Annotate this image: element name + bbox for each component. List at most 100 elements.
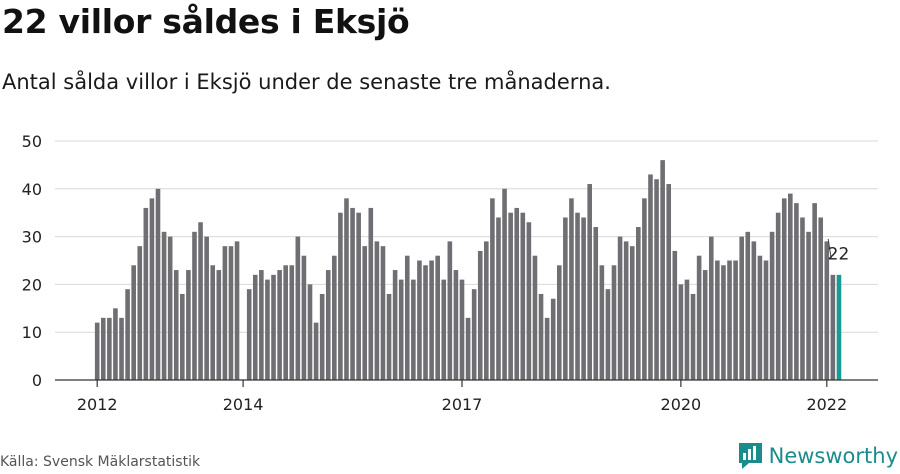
y-tick-label: 10 (22, 323, 42, 342)
bar (526, 222, 532, 380)
bar (544, 317, 550, 380)
bar (252, 274, 258, 380)
bar (477, 250, 483, 380)
bar (800, 217, 805, 380)
bar (380, 246, 386, 380)
bar (137, 246, 143, 380)
x-tick-label: 2022 (806, 395, 847, 414)
bar (806, 231, 811, 380)
bar (471, 289, 477, 380)
annotation-label: 22 (828, 245, 850, 265)
bar (94, 322, 100, 380)
bar (192, 231, 197, 380)
bar (550, 298, 556, 380)
bar (739, 236, 744, 380)
bar (532, 255, 538, 380)
bar (180, 293, 185, 380)
bar (672, 250, 678, 380)
bar (666, 184, 672, 380)
bar (623, 241, 629, 380)
bar (259, 270, 264, 380)
bar (149, 198, 155, 380)
bar (830, 274, 836, 380)
bar (125, 289, 130, 380)
bar (538, 293, 544, 380)
bar (642, 198, 647, 380)
bar (733, 260, 738, 380)
bar (702, 270, 708, 380)
bar (289, 265, 295, 380)
chart-subtitle: Antal sålda villor i Eksjö under de sena… (2, 70, 611, 94)
bar (763, 260, 769, 380)
x-axis: 2012 2014 2017 2020 2022 (55, 379, 878, 414)
bar (295, 236, 301, 380)
bars (94, 160, 842, 380)
bar (107, 317, 112, 380)
bar (417, 260, 422, 380)
bar (696, 255, 702, 380)
bar (216, 270, 222, 380)
bar (587, 184, 592, 380)
bar (781, 198, 787, 380)
bar (520, 212, 526, 380)
bar (775, 212, 781, 380)
bar (447, 241, 453, 380)
annotation: 22 (827, 238, 850, 265)
bar (484, 241, 489, 380)
bar (745, 231, 751, 380)
bar (751, 241, 757, 380)
bar (684, 279, 690, 380)
bar (465, 317, 471, 380)
bar (161, 231, 167, 380)
bar (502, 188, 507, 380)
bar (721, 265, 726, 380)
bar (155, 188, 161, 380)
bar (459, 279, 465, 380)
bar (660, 160, 665, 380)
bar (508, 212, 513, 380)
bar (228, 246, 234, 380)
bar (100, 317, 106, 380)
bar (338, 212, 343, 380)
x-tick-label: 2017 (442, 395, 483, 414)
bar (611, 265, 617, 380)
bar (496, 217, 501, 380)
bar (563, 217, 568, 380)
bar (757, 255, 763, 380)
bar (654, 179, 659, 380)
newsworthy-logo-icon (738, 443, 762, 469)
bar (648, 174, 653, 380)
bar (581, 217, 586, 380)
bar (307, 284, 313, 380)
bar (319, 293, 325, 380)
bar (769, 231, 775, 380)
bar (629, 246, 635, 380)
y-tick-label: 50 (22, 132, 42, 151)
bar (575, 212, 580, 380)
bar (301, 255, 307, 380)
bar (453, 270, 459, 380)
bar (429, 260, 434, 380)
bar (277, 270, 282, 380)
bar (794, 203, 799, 380)
y-tick-label: 20 (22, 275, 42, 294)
bar (599, 265, 605, 380)
x-tick-label: 2012 (77, 395, 118, 414)
annotation-line (827, 238, 832, 259)
y-tick-label: 0 (32, 371, 42, 390)
bar (727, 260, 732, 380)
bar (131, 265, 136, 380)
bar (234, 241, 240, 380)
bar (350, 207, 355, 380)
bar (404, 255, 410, 380)
chart-title: 22 villor såldes i Eksjö (2, 2, 410, 41)
bar (210, 265, 216, 380)
bar (222, 246, 228, 380)
bar (368, 207, 374, 380)
bar (119, 317, 124, 380)
bar (556, 265, 562, 380)
bar (715, 260, 720, 380)
y-tick-label: 40 (22, 180, 42, 199)
bar (204, 236, 209, 380)
bar (356, 212, 361, 380)
